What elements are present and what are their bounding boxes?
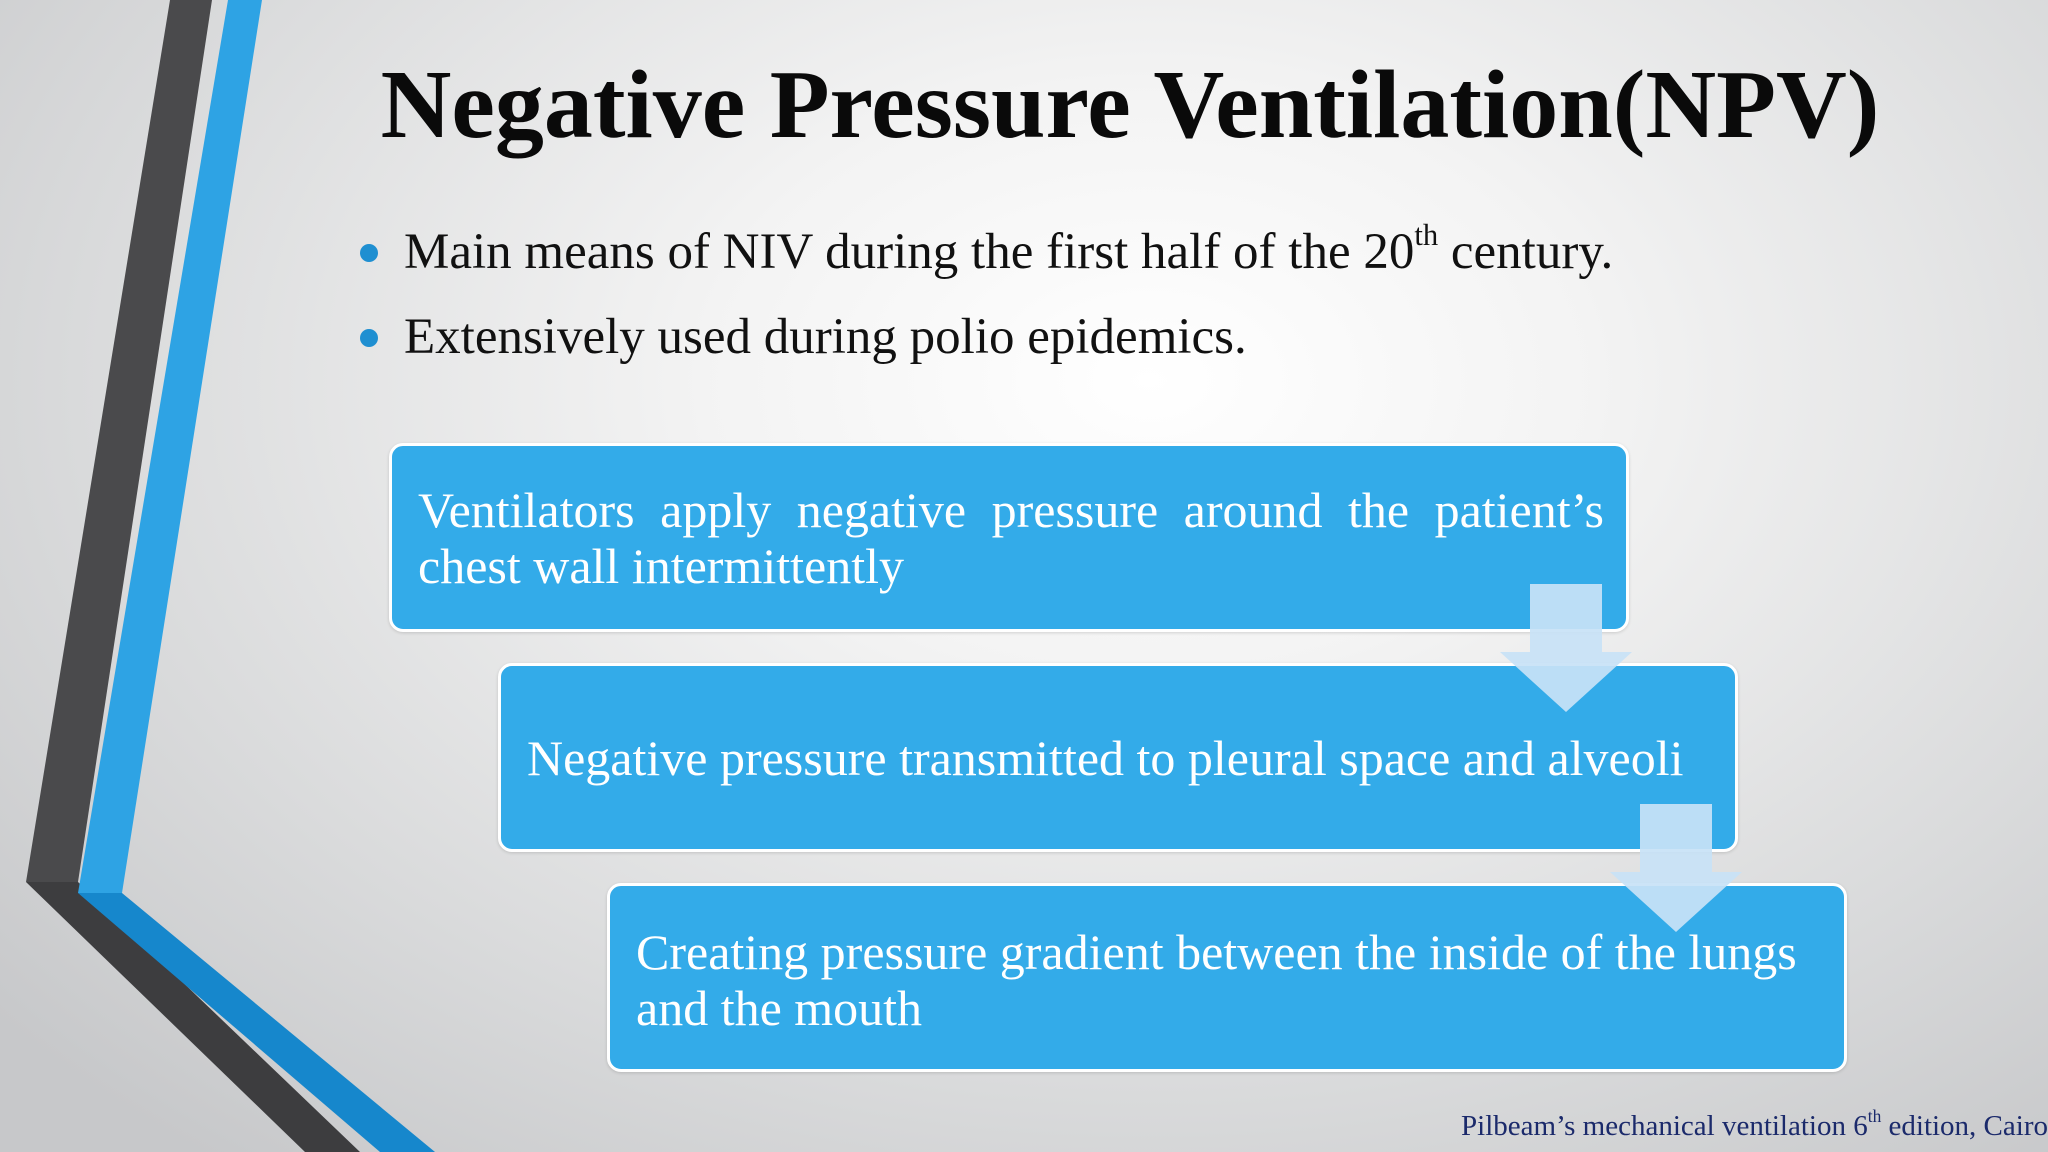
down-arrow-icon (1610, 804, 1742, 932)
bullet-text-1-end: century. (1438, 224, 1614, 280)
bullet-item-2: Extensively used during polio epidemics. (350, 309, 1613, 365)
flow-step-3-text: Creating pressure gradient between the i… (636, 924, 1797, 1036)
citation-superscript: th (1867, 1105, 1882, 1126)
bullet-dot-icon (360, 329, 378, 348)
bullet-item-1: Main means of NIV during the first half … (350, 220, 1614, 280)
bullet-text-1: Main means of NIV during the first half … (404, 224, 1415, 280)
gray-stripe-lower (26, 882, 360, 1152)
citation-footer: Pilbeam’s mechanical ventilation 6th edi… (1461, 1107, 2048, 1143)
flow-step-1: Ventilators apply negative pressure arou… (389, 443, 1629, 632)
citation-text: Pilbeam’s mechanical ventilation 6 (1461, 1110, 1868, 1142)
gray-stripe-upper (26, 0, 212, 882)
citation-text-end: edition, Cairo (1881, 1110, 2048, 1142)
bullet-text-2: Extensively used during polio epidemics. (404, 309, 1247, 366)
bullet-list: Main means of NIV during the first half … (350, 220, 1614, 394)
down-arrow-icon (1500, 584, 1632, 712)
flow-step-1-text: Ventilators apply negative pressure arou… (418, 482, 1604, 594)
blue-stripe-upper (78, 0, 262, 893)
bullet-dot-icon (360, 244, 378, 262)
flow-step-2: Negative pressure transmitted to pleural… (498, 663, 1738, 852)
blue-stripe-lower (78, 893, 435, 1152)
bullet-superscript: th (1414, 218, 1439, 253)
slide-title: Negative Pressure Ventilation(NPV) (380, 51, 1880, 159)
flow-step-2-text: Negative pressure transmitted to pleural… (527, 729, 1684, 786)
flow-step-3: Creating pressure gradient between the i… (607, 883, 1847, 1072)
